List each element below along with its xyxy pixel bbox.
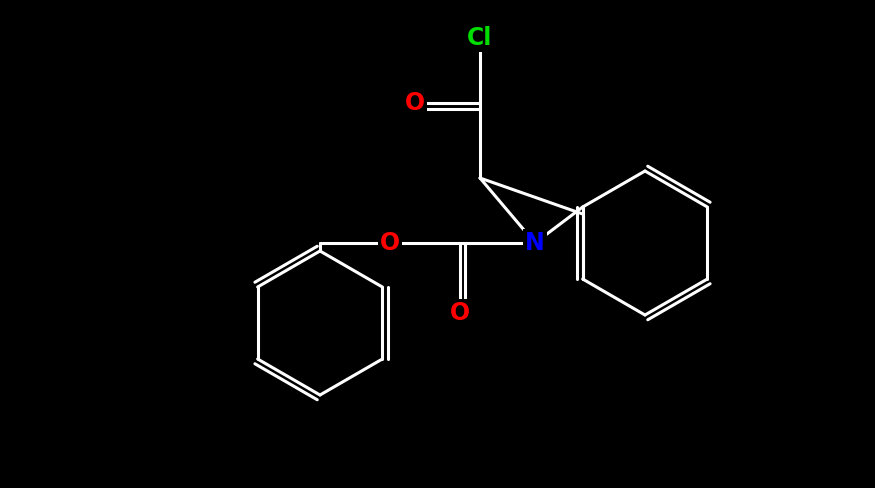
Text: N: N bbox=[525, 231, 545, 255]
Text: Cl: Cl bbox=[467, 26, 493, 50]
Text: O: O bbox=[380, 231, 400, 255]
Text: O: O bbox=[450, 301, 470, 325]
Text: O: O bbox=[405, 91, 425, 115]
